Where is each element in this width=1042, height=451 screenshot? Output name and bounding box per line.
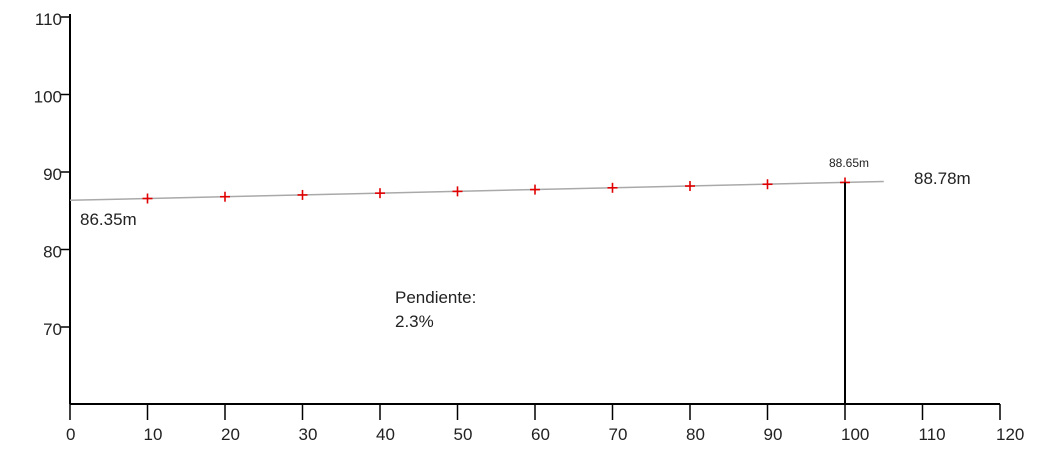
point-marker xyxy=(452,186,463,197)
y-tick-label: 80 xyxy=(43,243,62,262)
markers xyxy=(142,177,850,204)
start-elevation-label: 86.35m xyxy=(80,210,137,229)
point-marker xyxy=(530,184,540,195)
slope-value: 2.3% xyxy=(395,312,434,331)
x-tick-label: 60 xyxy=(531,425,550,444)
x-tick-label: 100 xyxy=(841,425,869,444)
x-tick-label: 0 xyxy=(66,425,75,444)
ticks: 0 10 20 30 40 50 60 70 80 90 100 110 120 70 80 90 100 110 xyxy=(34,10,1025,444)
point-marker xyxy=(297,189,308,200)
y-tick-label: 110 xyxy=(35,10,62,29)
x-tick-label: 20 xyxy=(221,425,240,444)
point-marker xyxy=(375,188,385,199)
point-marker xyxy=(142,193,153,204)
x-tick-label: 80 xyxy=(686,425,705,444)
x-tick-label: 110 xyxy=(919,425,946,444)
end-elevation-label: 88.78m xyxy=(914,169,971,188)
point-marker xyxy=(220,191,230,202)
x-tick-label: 10 xyxy=(144,425,163,444)
slope-title: Pendiente: xyxy=(395,288,476,307)
y-tick-label: 100 xyxy=(34,88,62,107)
point-marker xyxy=(685,181,695,192)
x-tick-label: 90 xyxy=(764,425,783,444)
point-elevation-label: 88.65m xyxy=(829,156,869,170)
x-tick-label: 120 xyxy=(996,425,1024,444)
profile-line xyxy=(69,180,884,202)
x-tick-label: 50 xyxy=(454,425,473,444)
point-marker xyxy=(762,179,773,190)
axes xyxy=(69,14,1000,405)
profile xyxy=(69,180,884,202)
x-tick-label: 30 xyxy=(299,425,318,444)
x-tick-label: 40 xyxy=(376,425,395,444)
y-tick-label: 90 xyxy=(43,165,62,184)
y-tick-label: 70 xyxy=(43,320,62,339)
x-tick-label: 70 xyxy=(609,425,628,444)
point-marker xyxy=(607,182,618,193)
